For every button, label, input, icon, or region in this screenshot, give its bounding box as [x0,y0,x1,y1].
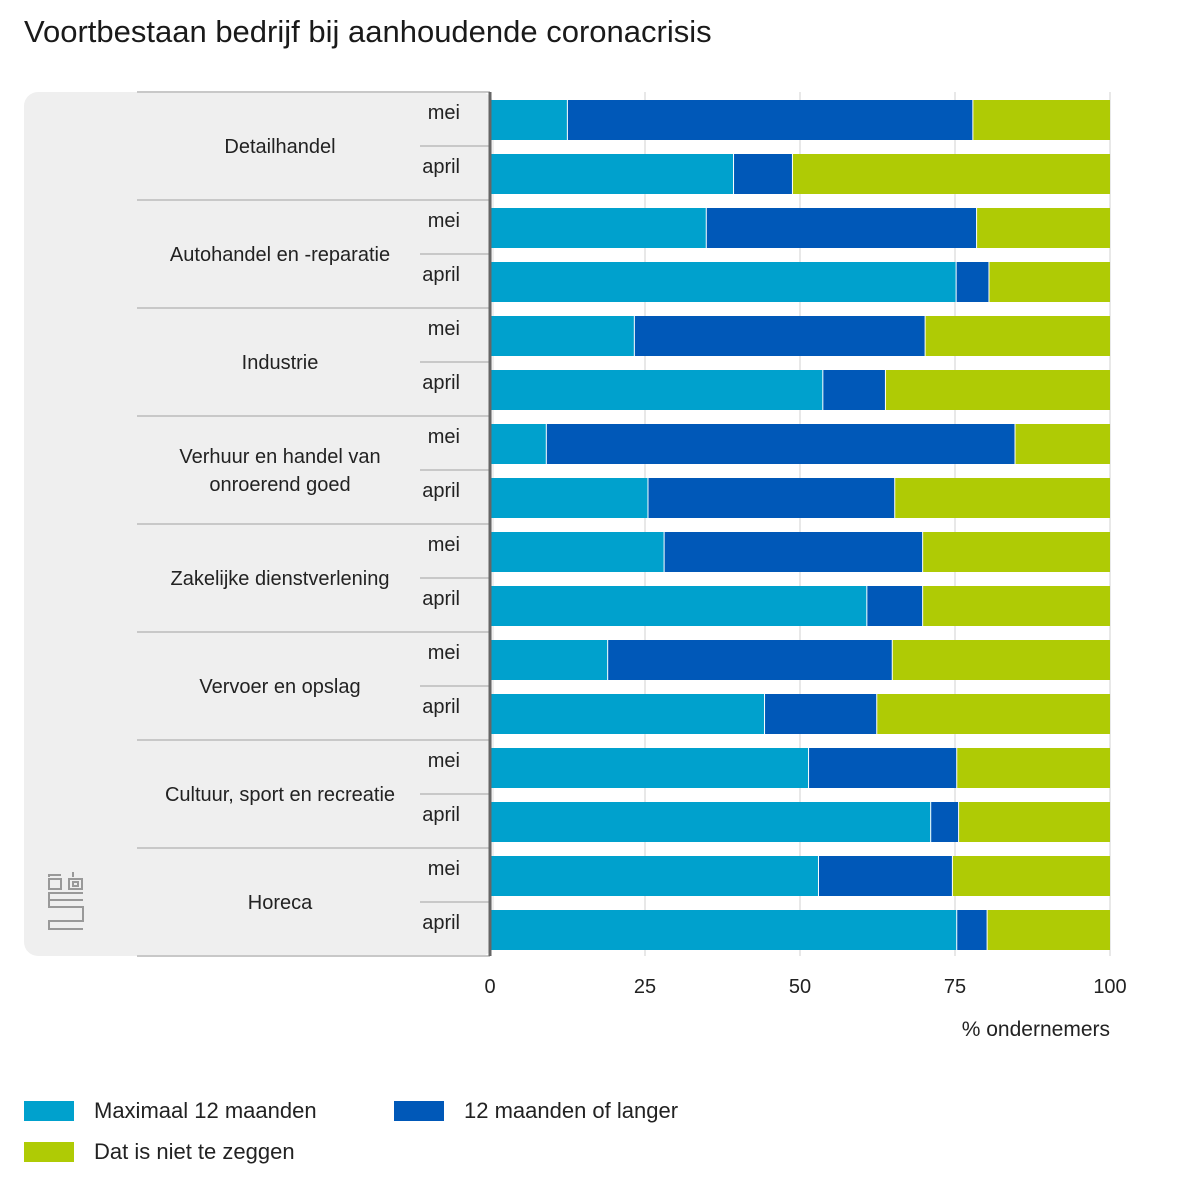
bar-segment [664,532,923,572]
bar-segment [809,748,957,788]
cbs-logo-icon [48,872,84,930]
legend-item[interactable]: Maximaal 12 maanden [24,1098,317,1124]
row-label: april [422,588,460,610]
row-label: mei [428,534,460,556]
bar-segment [634,316,925,356]
group-label: Detailhandel [224,136,335,158]
bar-segment [959,802,1110,842]
bar-segment [818,856,952,896]
row-label: mei [428,318,460,340]
bar-segment [648,478,895,518]
bar-segment [490,424,546,464]
group-label: onroerend goed [209,474,350,496]
bar-segment [895,478,1110,518]
bar-segment [931,802,959,842]
x-tick-label: 100 [1093,976,1126,998]
bar-segment [923,586,1110,626]
bar-segment [885,370,1110,410]
row-labels: Detailhandel mei april Autohandel en -repar… [137,91,492,957]
bar-segment [823,370,885,410]
row-label: april [422,156,460,178]
bar-segment [987,910,1110,950]
x-tick-label: 0 [484,976,495,998]
row-label: april [422,372,460,394]
bar-segment [546,424,1015,464]
bar-segment [892,640,1110,680]
bar-segment [957,748,1110,788]
bar-segment [952,856,1110,896]
row-label: mei [428,426,460,448]
bar-segment [706,208,977,248]
bar-segment [490,640,608,680]
bar-segment [925,316,1110,356]
row-label: april [422,804,460,826]
group-label: Verhuur en handel van [179,446,380,468]
row-label: april [422,480,460,502]
x-tick-label: 75 [944,976,966,998]
x-tick-label: 50 [789,976,811,998]
bar-segment [490,208,706,248]
legend-label: 12 maanden of langer [464,1098,679,1123]
row-label: april [422,912,460,934]
bar-segment [734,154,792,194]
bar-segment [792,154,1110,194]
bar-segment [923,532,1110,572]
row-label: april [422,264,460,286]
group-label: Autohandel en -reparatie [170,244,390,266]
bar-segment [977,208,1110,248]
group-label: Vervoer en opslag [199,676,360,698]
bar-segment [973,100,1110,140]
bar-segment [765,694,877,734]
bar-segment [490,478,648,518]
bar-segment [608,640,892,680]
bars [490,100,1110,950]
group-label: Horeca [248,892,313,914]
bar-segment [490,154,734,194]
legend-label: Maximaal 12 maanden [94,1098,317,1123]
group-label: Industrie [242,352,319,374]
bar-segment [490,694,765,734]
row-label: mei [428,642,460,664]
x-axis-label: % ondernemers [962,1018,1110,1041]
legend-swatch [24,1101,74,1121]
bar-segment [490,748,809,788]
x-ticks: 0 25 50 75 100 [484,976,1126,998]
group-label: Zakelijke dienstverlening [170,568,389,590]
legend-swatch [24,1142,74,1162]
legend-item[interactable]: 12 maanden of langer [394,1098,678,1124]
bar-segment [989,262,1110,302]
bar-segment [490,910,957,950]
bar-segment [490,586,867,626]
row-label: mei [428,210,460,232]
row-label: mei [428,750,460,772]
bar-segment [490,856,818,896]
bar-segment [567,100,973,140]
bar-segment [867,586,923,626]
bar-segment [1015,424,1110,464]
legend-label: Dat is niet te zeggen [94,1139,295,1164]
x-tick-label: 25 [634,976,656,998]
legend-swatch [394,1101,444,1121]
chart-title: Voortbestaan bedrijf bij aanhoudende cor… [24,14,712,49]
bar-segment [877,694,1110,734]
bar-segment [957,910,987,950]
legend-item[interactable]: Dat is niet te zeggen [24,1139,295,1165]
row-label: mei [428,858,460,880]
stacked-bar-chart: Detailhandel mei april Autohandel en -repar… [24,91,1127,1041]
bar-segment [956,262,989,302]
row-label: mei [428,102,460,124]
bar-segment [490,262,956,302]
bar-segment [490,532,664,572]
bar-segment [490,100,567,140]
bar-segment [490,316,634,356]
bar-segment [490,802,931,842]
bar-segment [490,370,823,410]
row-label: april [422,696,460,718]
group-label: Cultuur, sport en recreatie [165,784,395,806]
